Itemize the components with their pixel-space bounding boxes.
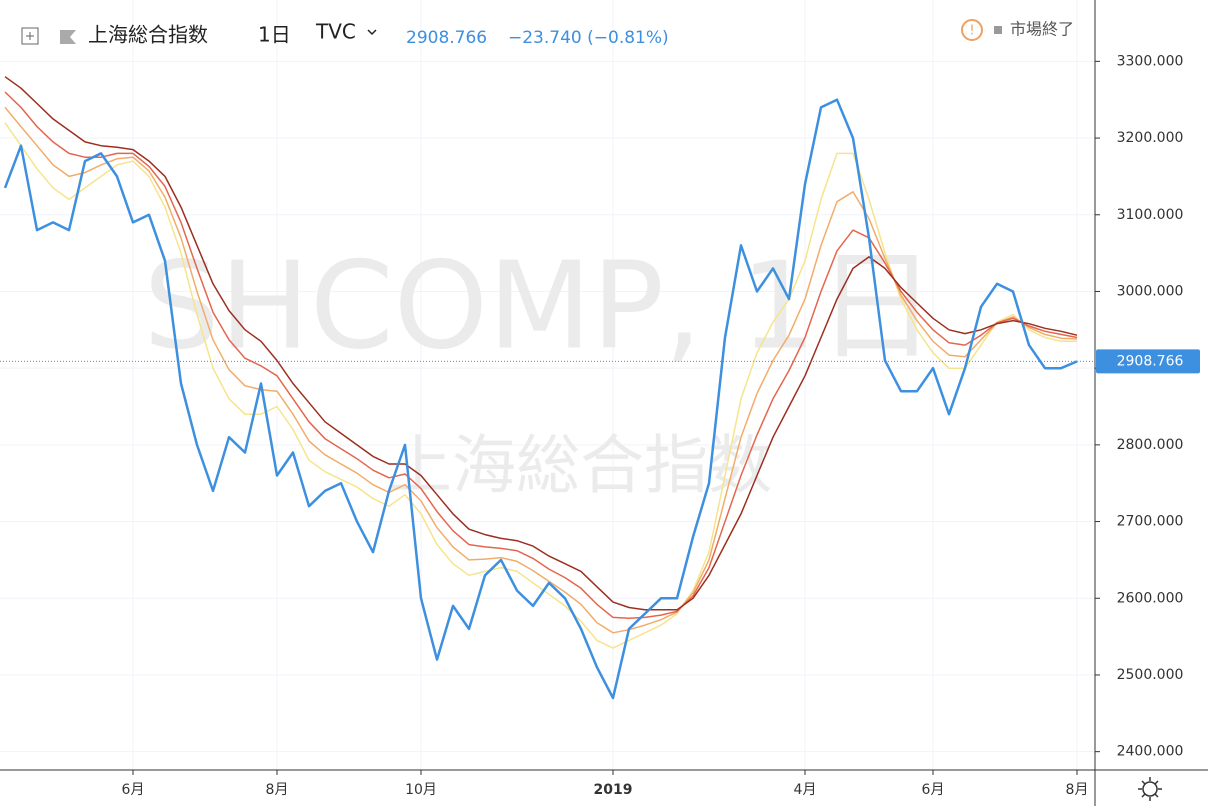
x-tick-label: 6月 (122, 782, 145, 798)
source-caret[interactable] (367, 29, 377, 36)
y-tick-label: 3000.000 (1117, 283, 1184, 299)
y-tick-label: 2600.000 (1117, 590, 1184, 606)
y-tick-label: 3200.000 (1117, 130, 1184, 146)
last-price-tag (1096, 349, 1200, 374)
last-price-tag-label: 2908.766 (1117, 353, 1184, 369)
price-change: −23.740 (−0.81%) (508, 28, 669, 48)
add-icon[interactable] (21, 27, 39, 45)
x-tick-label: 2019 (594, 782, 633, 798)
source[interactable]: TVC (315, 20, 356, 44)
symbol-title[interactable]: 上海総合指数 (88, 23, 208, 47)
series-line (4, 106, 1078, 634)
interval[interactable]: 1日 (258, 23, 291, 47)
x-tick-label: 8月 (266, 782, 289, 798)
y-tick-label: 3300.000 (1117, 53, 1184, 69)
add-icon-plus (26, 32, 34, 40)
series-line (4, 76, 1078, 611)
y-tick-label: 3100.000 (1117, 207, 1184, 223)
x-tick-label: 10月 (405, 782, 437, 798)
y-tick-label: 2400.000 (1117, 744, 1184, 760)
alert-icon[interactable] (961, 19, 983, 41)
series-line (3, 98, 1078, 700)
x-tick-label: 6月 (922, 782, 945, 798)
plot (0, 76, 1095, 700)
series-line (4, 91, 1078, 619)
market-status: 市場終了 (1010, 20, 1074, 39)
watermark-name: 上海総合指数 (388, 430, 772, 504)
status-dot (994, 26, 1002, 34)
flag-icon[interactable] (60, 30, 76, 44)
y-tick-label: 2500.000 (1117, 667, 1184, 683)
series-line (4, 122, 1077, 649)
x-tick-label: 4月 (794, 782, 817, 798)
alert-mark: ! (969, 24, 974, 39)
settings-icon[interactable] (1142, 781, 1158, 797)
y-tick-label: 2800.000 (1117, 437, 1184, 453)
settings-rays (1138, 777, 1162, 801)
grid (0, 0, 1095, 770)
y-tick-label: 2700.000 (1117, 514, 1184, 530)
x-tick-label: 8月 (1066, 782, 1089, 798)
last-price: 2908.766 (406, 28, 487, 48)
